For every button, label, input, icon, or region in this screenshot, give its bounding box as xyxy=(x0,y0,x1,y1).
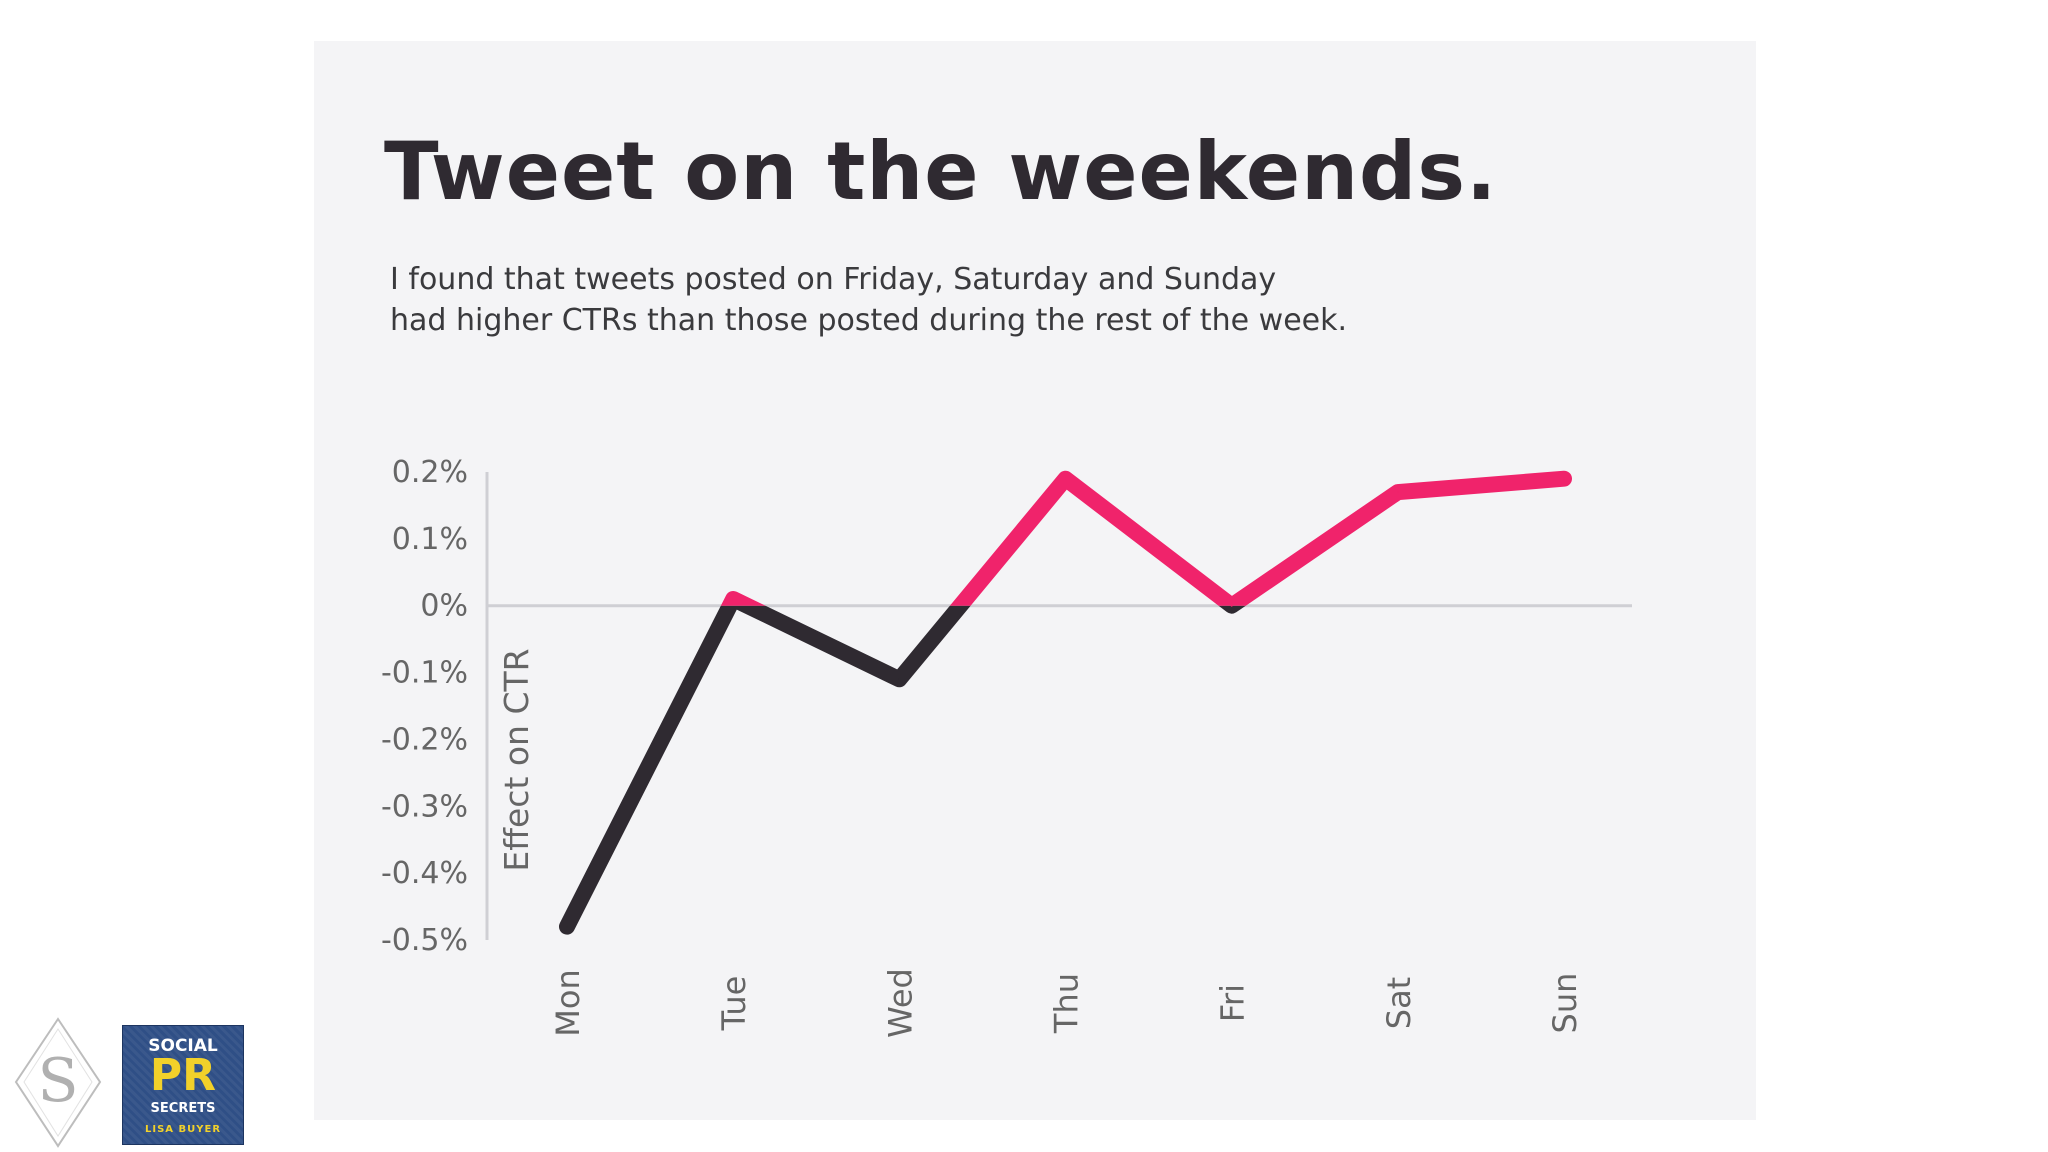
x-category-label: Sun xyxy=(1546,973,1584,1034)
data-point-mon xyxy=(566,925,568,928)
data-point-sun xyxy=(1563,477,1565,480)
data-point-wed xyxy=(898,678,901,681)
book-cover: SOCIAL PR SECRETS LISA BUYER xyxy=(122,1025,244,1145)
x-category-label: Tue xyxy=(715,976,753,1032)
data-point-thu xyxy=(1064,477,1067,480)
chart-panel xyxy=(314,41,1756,1120)
data-point-tue xyxy=(732,598,735,601)
logo-letter: S xyxy=(37,1046,78,1116)
y-tick-label: -0.2% xyxy=(381,722,468,757)
y-tick-label: -0.1% xyxy=(381,656,468,691)
data-point-fri xyxy=(1230,604,1233,607)
y-tick-label: 0.1% xyxy=(392,522,468,557)
y-tick-label: -0.5% xyxy=(381,923,468,958)
x-category-label: Mon xyxy=(549,969,587,1036)
y-tick-label: 0.2% xyxy=(392,455,468,490)
y-tick-label: -0.4% xyxy=(381,856,468,891)
diamond-s-logo-icon: S xyxy=(14,1017,102,1148)
x-category-label: Thu xyxy=(1048,973,1086,1034)
y-axis-label: Effect on CTR xyxy=(497,648,536,871)
book-title-line-2: PR xyxy=(149,1050,217,1101)
series-line-negative xyxy=(559,605,1246,935)
series-line-positive xyxy=(720,470,1572,606)
x-category-label: Sat xyxy=(1380,977,1418,1029)
x-category-label: Fri xyxy=(1214,984,1252,1022)
chart-subtitle-line-2: had higher CTRs than those posted during… xyxy=(390,303,1348,338)
chart-subtitle-line-1: I found that tweets posted on Friday, Sa… xyxy=(390,262,1277,297)
book-author: LISA BUYER xyxy=(144,1124,222,1135)
y-tick-label: 0% xyxy=(420,589,468,624)
y-tick-label: -0.3% xyxy=(381,789,468,824)
x-category-label: Wed xyxy=(881,968,919,1038)
chart-title: Tweet on the weekends. xyxy=(384,125,1498,218)
book-title-line-1: SOCIAL xyxy=(148,1036,218,1056)
book-title-line-3: SECRETS xyxy=(150,1101,216,1116)
data-point-sat xyxy=(1396,491,1399,494)
